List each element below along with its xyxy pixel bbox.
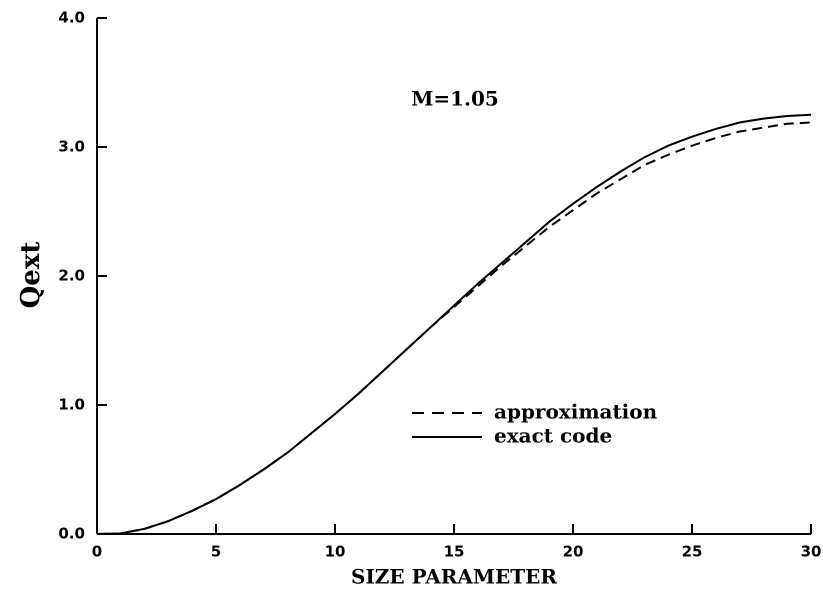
series-line — [96, 113, 812, 535]
y-tick-label: 1.0 — [58, 396, 85, 414]
legend-label: exact code — [494, 424, 612, 448]
y-tick-label: 0.0 — [58, 525, 85, 543]
x-tick-label: 5 — [211, 543, 221, 561]
x-axis-label: SIZE PARAMETER — [351, 565, 557, 589]
x-tick-label: 25 — [682, 543, 703, 561]
y-tick-label: 3.0 — [58, 138, 85, 156]
annotation: M=1.05 — [411, 87, 499, 111]
x-tick-label: 15 — [444, 543, 465, 561]
x-tick-label: 30 — [801, 543, 822, 561]
y-tick-label: 4.0 — [58, 9, 85, 27]
legend-label: approximation — [494, 400, 658, 424]
series-line — [96, 121, 812, 535]
x-tick-label: 0 — [92, 543, 102, 561]
x-tick-label: 20 — [563, 543, 584, 561]
x-tick-label: 10 — [325, 543, 346, 561]
y-axis-label: Qext — [16, 242, 46, 309]
y-tick-label: 2.0 — [58, 267, 85, 285]
